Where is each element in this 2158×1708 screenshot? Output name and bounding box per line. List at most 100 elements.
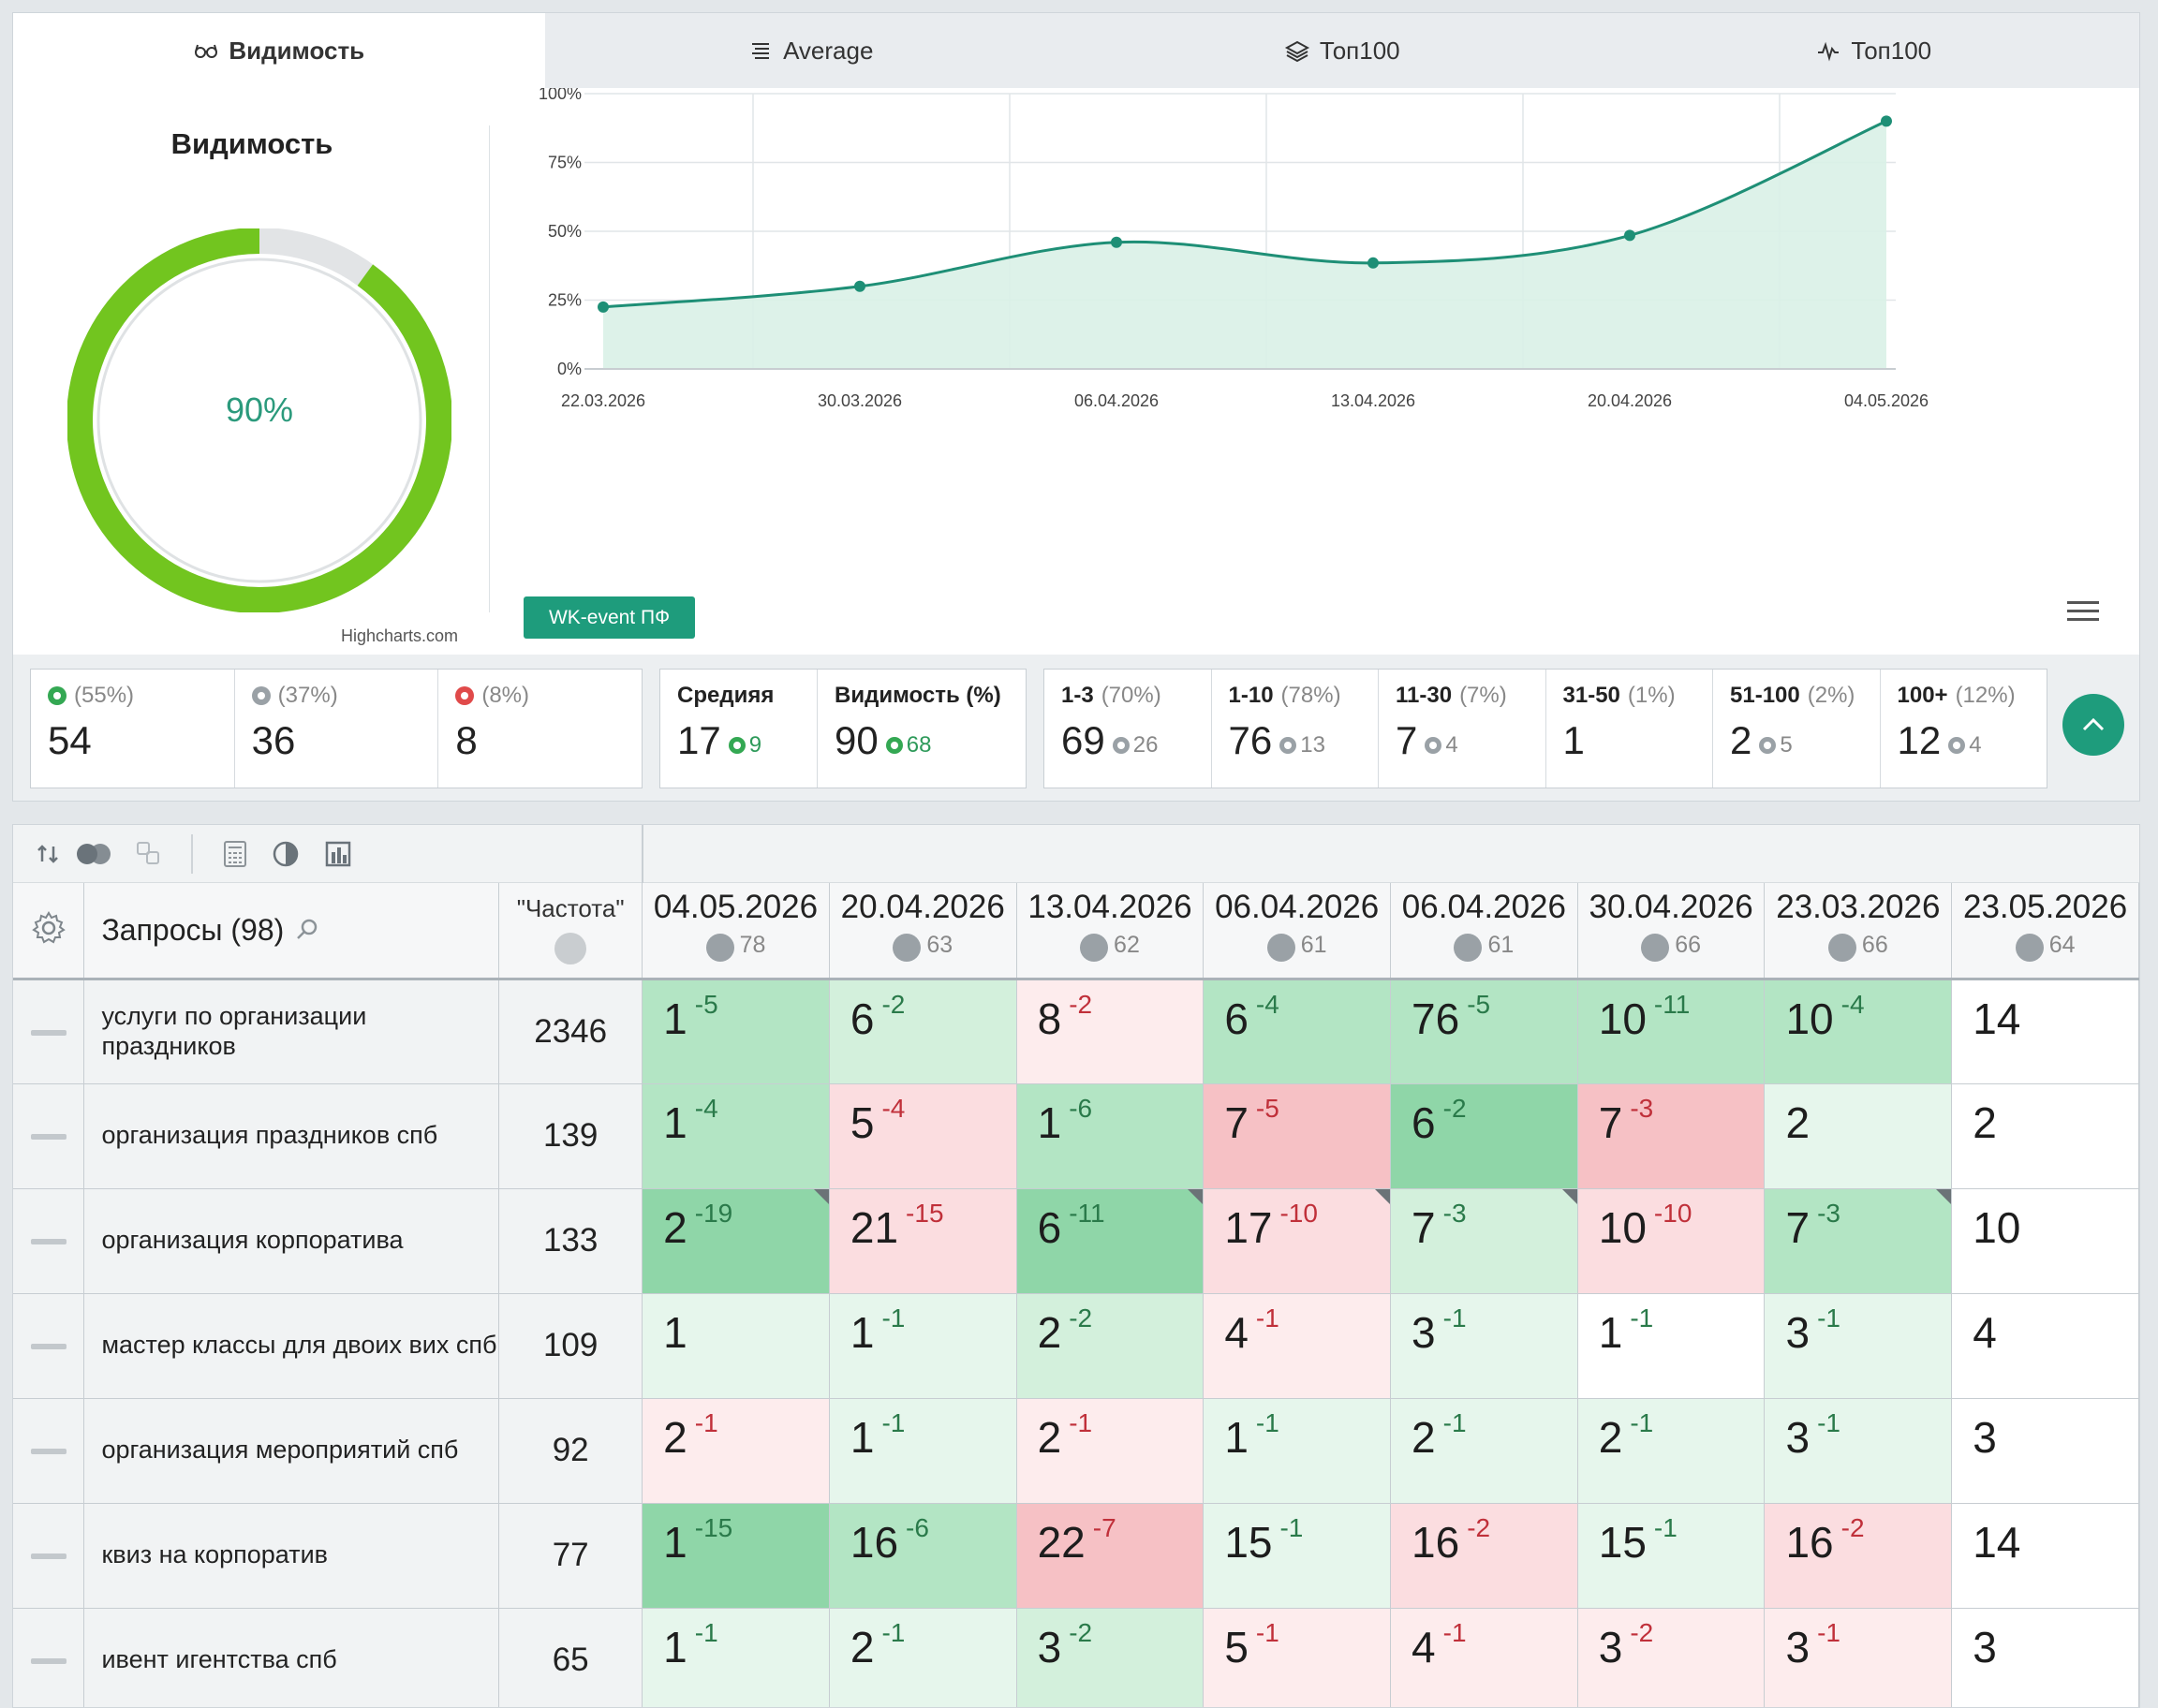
date-column-header[interactable]: 20.04.2026 63 [829,883,1017,980]
stat-range-1-10[interactable]: 1-10 (78%) 76 13 [1212,670,1379,788]
position-cell[interactable]: 4 -1 [1390,1608,1578,1707]
position-cell[interactable]: 15 -1 [1203,1503,1392,1609]
position-cell[interactable]: 15 -1 [1577,1503,1766,1609]
settings-cell[interactable] [13,883,85,980]
query-cell[interactable]: организация корпоратива [83,1188,500,1294]
row-drag-handle[interactable] [13,979,85,1084]
table-row[interactable]: мастер классы для двоих вих спб 109 1 1 -1 2-… [13,1293,2139,1399]
sort-icon[interactable] [32,838,64,870]
tab-top100-trend[interactable]: Топ100 [1608,13,2140,88]
position-cell[interactable]: 6 -2 [829,979,1017,1084]
position-cell[interactable]: 1 -1 [1577,1293,1766,1399]
row-drag-handle[interactable] [13,1083,85,1189]
date-column-header[interactable]: 30.04.2026 66 [1577,883,1766,980]
stat-range-51-100[interactable]: 51-100 (2%) 2 5 [1713,670,1881,788]
position-cell[interactable]: 3 -2 [1016,1608,1205,1707]
position-cell[interactable]: 3 -1 [1764,1608,1953,1707]
event-button[interactable]: WK-event ПФ [524,596,695,639]
position-cell[interactable]: 3 -1 [1390,1293,1578,1399]
position-cell[interactable]: 3 [1951,1608,2139,1707]
position-cell[interactable]: 14 [1951,1503,2139,1609]
row-drag-handle[interactable] [13,1188,85,1294]
position-cell[interactable]: 5 -4 [829,1083,1017,1189]
query-cell[interactable]: организация праздников спб [83,1083,500,1189]
position-cell[interactable]: 3 -2 [1577,1608,1766,1707]
table-row[interactable]: организация корпоратива 133 2 -19 21 -15 6 -11 1… [13,1188,2139,1294]
chart-menu-icon[interactable] [2067,601,2099,626]
position-cell[interactable]: 1 -1 [829,1398,1017,1504]
position-cell[interactable]: 2 -1 [1390,1398,1578,1504]
position-cell[interactable]: 3 -1 [1764,1398,1953,1504]
position-cell[interactable]: 3 -1 [1764,1293,1953,1399]
bar-chart-icon[interactable] [322,838,354,870]
position-cell[interactable]: 76 -5 [1390,979,1578,1084]
position-cell[interactable]: 8 -2 [1016,979,1205,1084]
position-cell[interactable]: 21 -15 [829,1188,1017,1294]
tab-visibility[interactable]: Видимость [13,13,545,88]
position-cell[interactable]: 2 [1764,1083,1953,1189]
position-cell[interactable]: 7 -3 [1764,1188,1953,1294]
position-cell[interactable]: 6 -11 [1016,1188,1205,1294]
toggle-icon[interactable] [73,838,116,870]
stat-visibility[interactable]: Видимость (%) 90 68 [818,670,1026,788]
query-column-header[interactable]: Запросы (98) [83,883,500,980]
position-cell[interactable]: 1 -4 [642,1083,830,1189]
position-cell[interactable]: 2 -19 [642,1188,830,1294]
date-column-header[interactable]: 23.05.2026 64 [1951,883,2139,980]
contrast-icon[interactable] [270,838,302,870]
position-cell[interactable]: 6 -2 [1390,1083,1578,1189]
query-cell[interactable]: квиз на корпоратив [83,1503,500,1609]
stat-range-11-30[interactable]: 11-30 (7%) 7 4 [1379,670,1546,788]
date-column-header[interactable]: 06.04.2026 61 [1390,883,1578,980]
position-cell[interactable]: 4 -1 [1203,1293,1392,1399]
table-row[interactable]: организация мероприятий спб 92 2 -1 1 -1 2 -1 1-… [13,1398,2139,1504]
scroll-up-button[interactable] [2062,694,2124,756]
search-icon[interactable] [293,916,321,944]
tab-average[interactable]: Average [545,13,1077,88]
position-cell[interactable]: 7 -3 [1577,1083,1766,1189]
stat-range-100-plus[interactable]: 100+ (12%) 12 4 [1881,670,2047,788]
date-column-header[interactable]: 23.03.2026 66 [1764,883,1953,980]
position-cell[interactable]: 4 [1951,1293,2139,1399]
position-cell[interactable]: 17 -10 [1203,1188,1392,1294]
position-cell[interactable]: 7 -5 [1203,1083,1392,1189]
position-cell[interactable]: 10 -11 [1577,979,1766,1084]
position-cell[interactable]: 1 -1 [642,1608,830,1707]
position-cell[interactable]: 14 [1951,979,2139,1084]
table-row[interactable]: услуги по организации праздников 2346 1 -5 6… [13,979,2139,1084]
position-cell[interactable]: 16 -2 [1390,1503,1578,1609]
query-cell[interactable]: организация мероприятий спб [83,1398,500,1504]
stat-range-1-3[interactable]: 1-3 (70%) 69 26 [1044,670,1212,788]
position-cell[interactable]: 10 [1951,1188,2139,1294]
row-drag-handle[interactable] [13,1608,85,1707]
position-cell[interactable]: 10 -4 [1764,979,1953,1084]
position-cell[interactable]: 2 -1 [642,1398,830,1504]
highcharts-credits[interactable]: Highcharts.com [341,626,459,645]
position-cell[interactable]: 1 [642,1293,830,1399]
stat-grey[interactable]: (37%) 36 [235,670,439,788]
position-cell[interactable]: 10 -10 [1577,1188,1766,1294]
position-cell[interactable]: 16 -2 [1764,1503,1953,1609]
table-row[interactable]: ивент игентства спб 65 1 -1 2 -1 3 -2 5 -1 4 -1 3 -2 3… [13,1608,2139,1707]
row-drag-handle[interactable] [13,1293,85,1399]
date-column-header[interactable]: 04.05.2026 78 [642,883,830,980]
position-cell[interactable]: 6 -4 [1203,979,1392,1084]
stat-green[interactable]: (55%) 54 [31,670,235,788]
position-cell[interactable]: 2 [1951,1083,2139,1189]
table-row[interactable]: организация праздников спб 139 1 -4 5 -4 1 -6 7-… [13,1083,2139,1189]
query-cell[interactable]: мастер классы для двоих вих спб [83,1293,500,1399]
stat-red[interactable]: (8%) 8 [438,670,642,788]
position-cell[interactable]: 16 -6 [829,1503,1017,1609]
position-cell[interactable]: 7 -3 [1390,1188,1578,1294]
position-cell[interactable]: 2 -1 [829,1608,1017,1707]
row-drag-handle[interactable] [13,1398,85,1504]
position-cell[interactable]: 2 -2 [1016,1293,1205,1399]
position-cell[interactable]: 5 -1 [1203,1608,1392,1707]
position-cell[interactable]: 1 -5 [642,979,830,1084]
stat-average[interactable]: Средияя 17 9 [660,670,818,788]
position-cell[interactable]: 1 -1 [1203,1398,1392,1504]
table-row[interactable]: квиз на корпоратив 77 1 -15 16 -6 22 -7 15 -1 16 -2… [13,1503,2139,1609]
position-cell[interactable]: 2 -1 [1016,1398,1205,1504]
query-cell[interactable]: услуги по организации праздников [83,979,500,1084]
position-cell[interactable]: 1 -6 [1016,1083,1205,1189]
